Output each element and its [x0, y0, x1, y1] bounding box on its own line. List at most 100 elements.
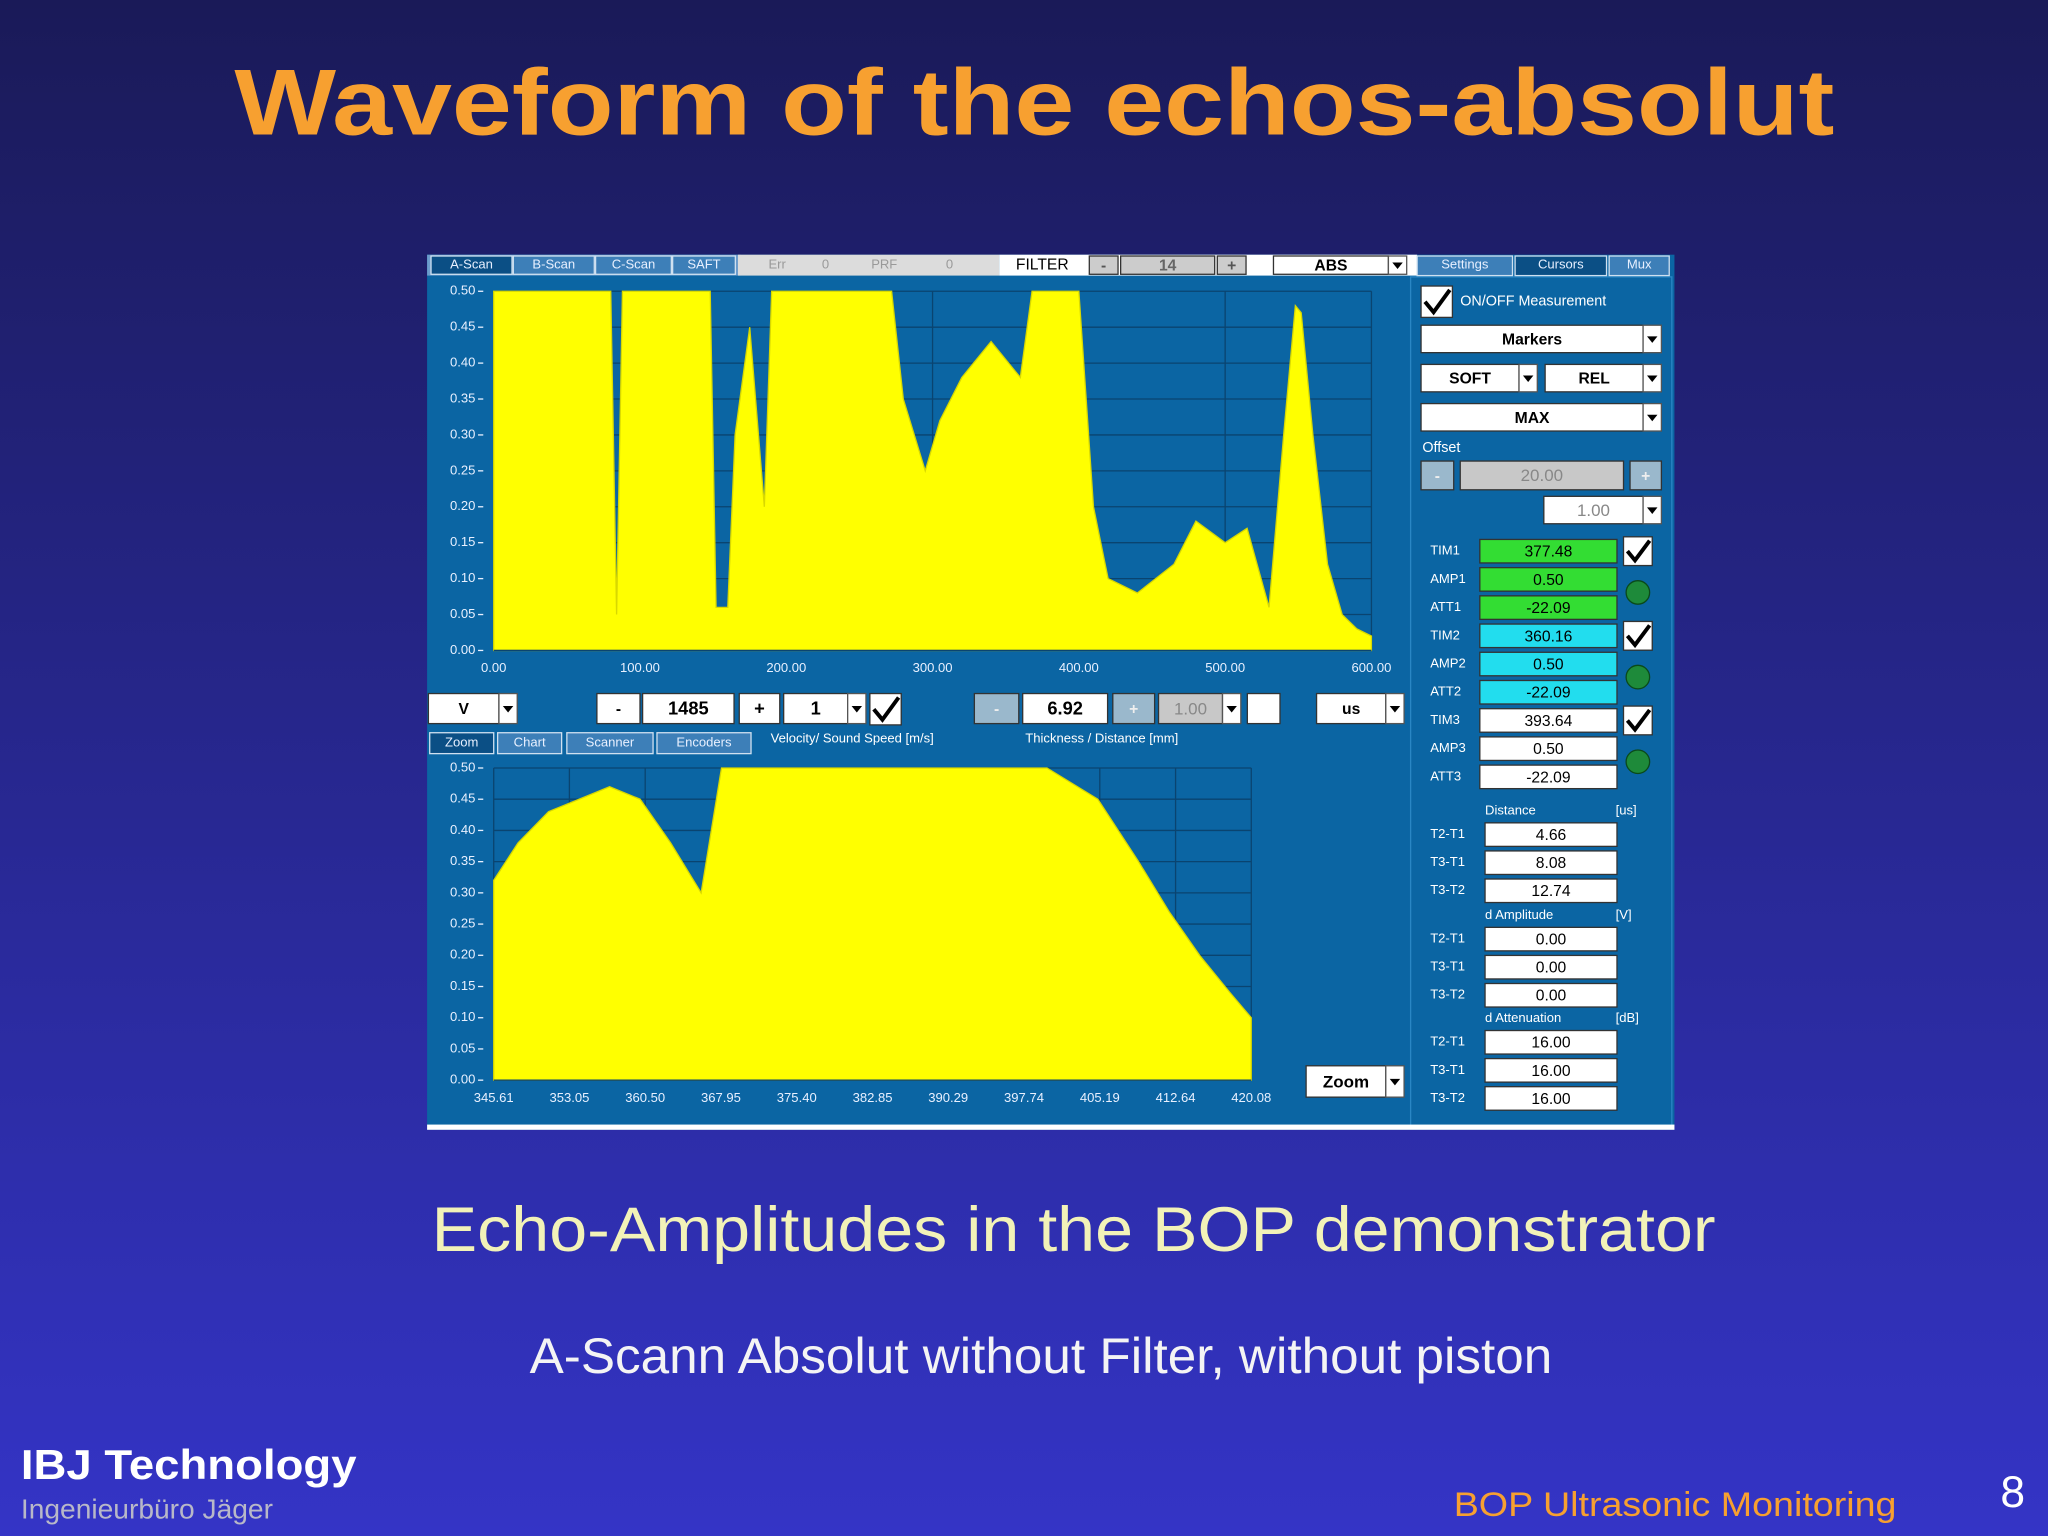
button-text: -	[616, 701, 621, 718]
cursor-value-text: 0.50	[1533, 741, 1564, 758]
control-label: Thickness / Distance [mm]	[1025, 731, 1178, 746]
unit-dropdown[interactable]	[427, 692, 500, 725]
button[interactable]	[1420, 460, 1455, 491]
y-tick-label: 0.45	[450, 791, 475, 806]
tab-label: Settings	[1441, 257, 1489, 272]
step-field	[1157, 692, 1224, 725]
cursor-label: ATT1	[1430, 599, 1461, 614]
button[interactable]	[1112, 692, 1156, 725]
y-tick-label: 0.50	[450, 283, 475, 298]
cursor-label: AMP2	[1430, 655, 1466, 670]
dropdown-arrow	[1647, 414, 1658, 422]
status-led	[1625, 664, 1651, 690]
tab[interactable]	[1416, 255, 1514, 277]
button-text: -	[1435, 468, 1440, 485]
dropdown-arrow	[502, 705, 514, 713]
dropdown-arrow	[851, 705, 863, 713]
dropdown-arrow	[1389, 1078, 1401, 1086]
tab-label: SAFT	[687, 257, 720, 272]
x-tick-label: 0.00	[481, 660, 506, 675]
tab[interactable]	[1608, 255, 1670, 277]
row-label: T2-T1	[1430, 826, 1465, 841]
status-label: Err	[768, 257, 786, 272]
tab[interactable]	[671, 255, 736, 275]
tab[interactable]	[430, 255, 513, 275]
rel-dropdown[interactable]	[1544, 363, 1644, 393]
button[interactable]	[596, 692, 641, 725]
y-tick-label: 0.30	[450, 884, 475, 899]
cursor-value	[1479, 679, 1618, 705]
tab-label: Encoders	[676, 735, 732, 750]
x-tick-label: 300.00	[913, 660, 953, 675]
cursor-label: TIM1	[1430, 543, 1460, 558]
mode-dropdown-text: ABS	[1314, 258, 1347, 275]
row-label: T3-T1	[1430, 959, 1465, 974]
cursor-value	[1479, 708, 1618, 733]
cursor-label: TIM3	[1430, 712, 1460, 727]
markers-dropdown[interactable]	[1420, 324, 1644, 354]
button[interactable]	[1629, 460, 1663, 491]
y-tick-label: 0.35	[450, 853, 475, 868]
row-value	[1484, 954, 1618, 980]
time-unit-dropdown-text: us	[1342, 701, 1361, 718]
tab[interactable]	[566, 732, 654, 755]
cursor-label: ATT3	[1430, 768, 1461, 783]
dropdown-arrow	[1647, 375, 1658, 383]
status-label: PRF	[871, 257, 897, 272]
cursor-label: AMP3	[1430, 740, 1466, 755]
filter-field-text: 14	[1159, 258, 1177, 275]
x-tick-label: 375.40	[777, 1090, 817, 1105]
cursor-value	[1479, 595, 1618, 621]
tab[interactable]	[429, 732, 495, 755]
button-text: -	[994, 701, 999, 718]
step-field	[1543, 495, 1644, 525]
tab[interactable]	[1514, 255, 1608, 277]
section-unit: [dB]	[1616, 1010, 1639, 1025]
waveform-area	[493, 290, 1373, 652]
x-tick-label: 382.85	[853, 1090, 893, 1105]
cursor-value-text: -22.09	[1526, 685, 1570, 702]
status-led	[1625, 580, 1651, 605]
row-value	[1484, 850, 1618, 876]
x-tick-label: 412.64	[1156, 1090, 1196, 1105]
row-value	[1484, 1086, 1618, 1111]
button[interactable]	[1216, 255, 1247, 275]
y-tick-label: 0.10	[450, 570, 475, 585]
tab[interactable]	[656, 732, 752, 755]
button-text: +	[1227, 258, 1236, 275]
checkmark	[1625, 539, 1652, 564]
cursor-value-text: 360.16	[1524, 628, 1572, 645]
section-unit: [V]	[1616, 907, 1632, 922]
y-tick-label: 0.35	[450, 390, 475, 405]
max-dropdown[interactable]	[1420, 402, 1644, 432]
x-tick-label: 405.19	[1080, 1090, 1120, 1105]
x-tick-label: 100.00	[620, 660, 660, 675]
button[interactable]	[1088, 255, 1119, 275]
slide-caption: A-Scann Absolut without Filter, without …	[530, 1328, 1553, 1384]
tab-label: Chart	[514, 735, 546, 750]
company: IBJ Technology	[21, 1441, 357, 1488]
soft-dropdown[interactable]	[1420, 363, 1520, 393]
x-tick-label: 360.50	[625, 1090, 665, 1105]
cursor-label: TIM2	[1430, 627, 1460, 642]
button[interactable]	[738, 692, 781, 725]
measurement-label: ON/OFF Measurement	[1460, 294, 1606, 310]
tab[interactable]	[496, 732, 563, 755]
footer-topic: BOP Ultrasonic Monitoring	[1454, 1486, 1897, 1524]
cursor-value	[1479, 566, 1618, 592]
filter-label: FILTER	[1016, 256, 1069, 273]
tab[interactable]	[594, 255, 672, 275]
zoom-dropdown[interactable]	[1305, 1065, 1387, 1098]
tab-label: Zoom	[445, 735, 478, 750]
button-text: +	[1641, 468, 1650, 485]
page-number: 8	[2000, 1468, 2025, 1517]
dropdown-arrow	[1522, 375, 1534, 383]
y-tick-label: 0.10	[450, 1009, 475, 1024]
tab-label: Scanner	[586, 735, 635, 750]
button[interactable]	[973, 692, 1020, 725]
cursor-label: AMP1	[1430, 571, 1466, 586]
tab[interactable]	[512, 255, 595, 275]
zoom-dropdown-text: Zoom	[1323, 1072, 1369, 1091]
offset-field	[1459, 460, 1625, 491]
